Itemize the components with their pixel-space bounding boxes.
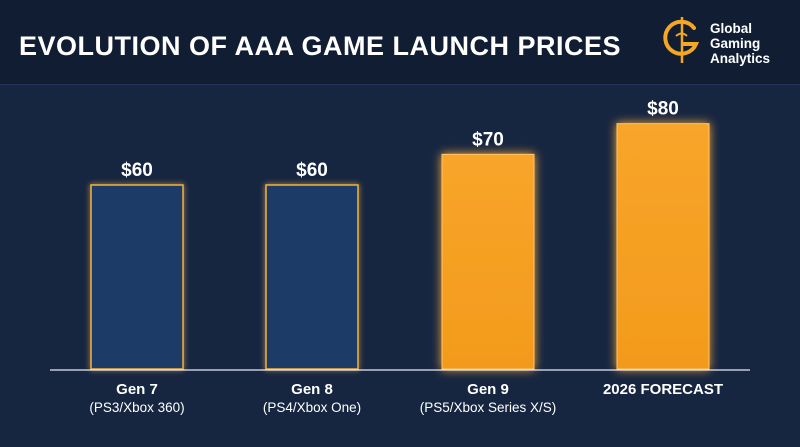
category-label: Gen 7 (PS3/Xbox 360)	[47, 381, 227, 415]
category-name: Gen 9	[467, 381, 509, 398]
category-name: Gen 7	[116, 381, 158, 398]
category-label: 2026 FORECAST	[573, 381, 753, 398]
bar	[265, 184, 359, 370]
brand-name-line: Global	[710, 21, 753, 36]
category-platforms: (PS3/Xbox 360)	[89, 400, 185, 415]
brand-logo: Global Gaming Analytics	[660, 14, 790, 72]
bar-value-label: $60	[296, 160, 328, 181]
chart-title: EVOLUTION OF AAA GAME LAUNCH PRICES	[19, 31, 622, 61]
brand-name-line: Analytics	[710, 51, 771, 66]
g-dollar-logo-icon	[663, 17, 700, 63]
brand-name-line: Gaming	[710, 36, 761, 51]
category-name: 2026 FORECAST	[602, 381, 724, 398]
category-platforms: (PS5/Xbox Series X/S)	[419, 400, 557, 415]
brand-name: Global Gaming Analytics	[710, 21, 770, 66]
bar	[441, 153, 535, 370]
bar-value-label: $70	[472, 129, 504, 150]
category-label: Gen 8 (PS4/Xbox One)	[222, 381, 402, 415]
header-bar: EVOLUTION OF AAA GAME LAUNCH PRICES Glob…	[0, 0, 800, 85]
category-label: Gen 9 (PS5/Xbox Series X/S)	[398, 381, 578, 415]
bar	[616, 123, 710, 370]
bar-value-label: $80	[647, 99, 679, 120]
bar-value-label: $60	[121, 160, 153, 181]
category-name: Gen 8	[291, 381, 333, 398]
category-platforms: (PS4/Xbox One)	[262, 400, 362, 415]
bar	[90, 184, 184, 370]
